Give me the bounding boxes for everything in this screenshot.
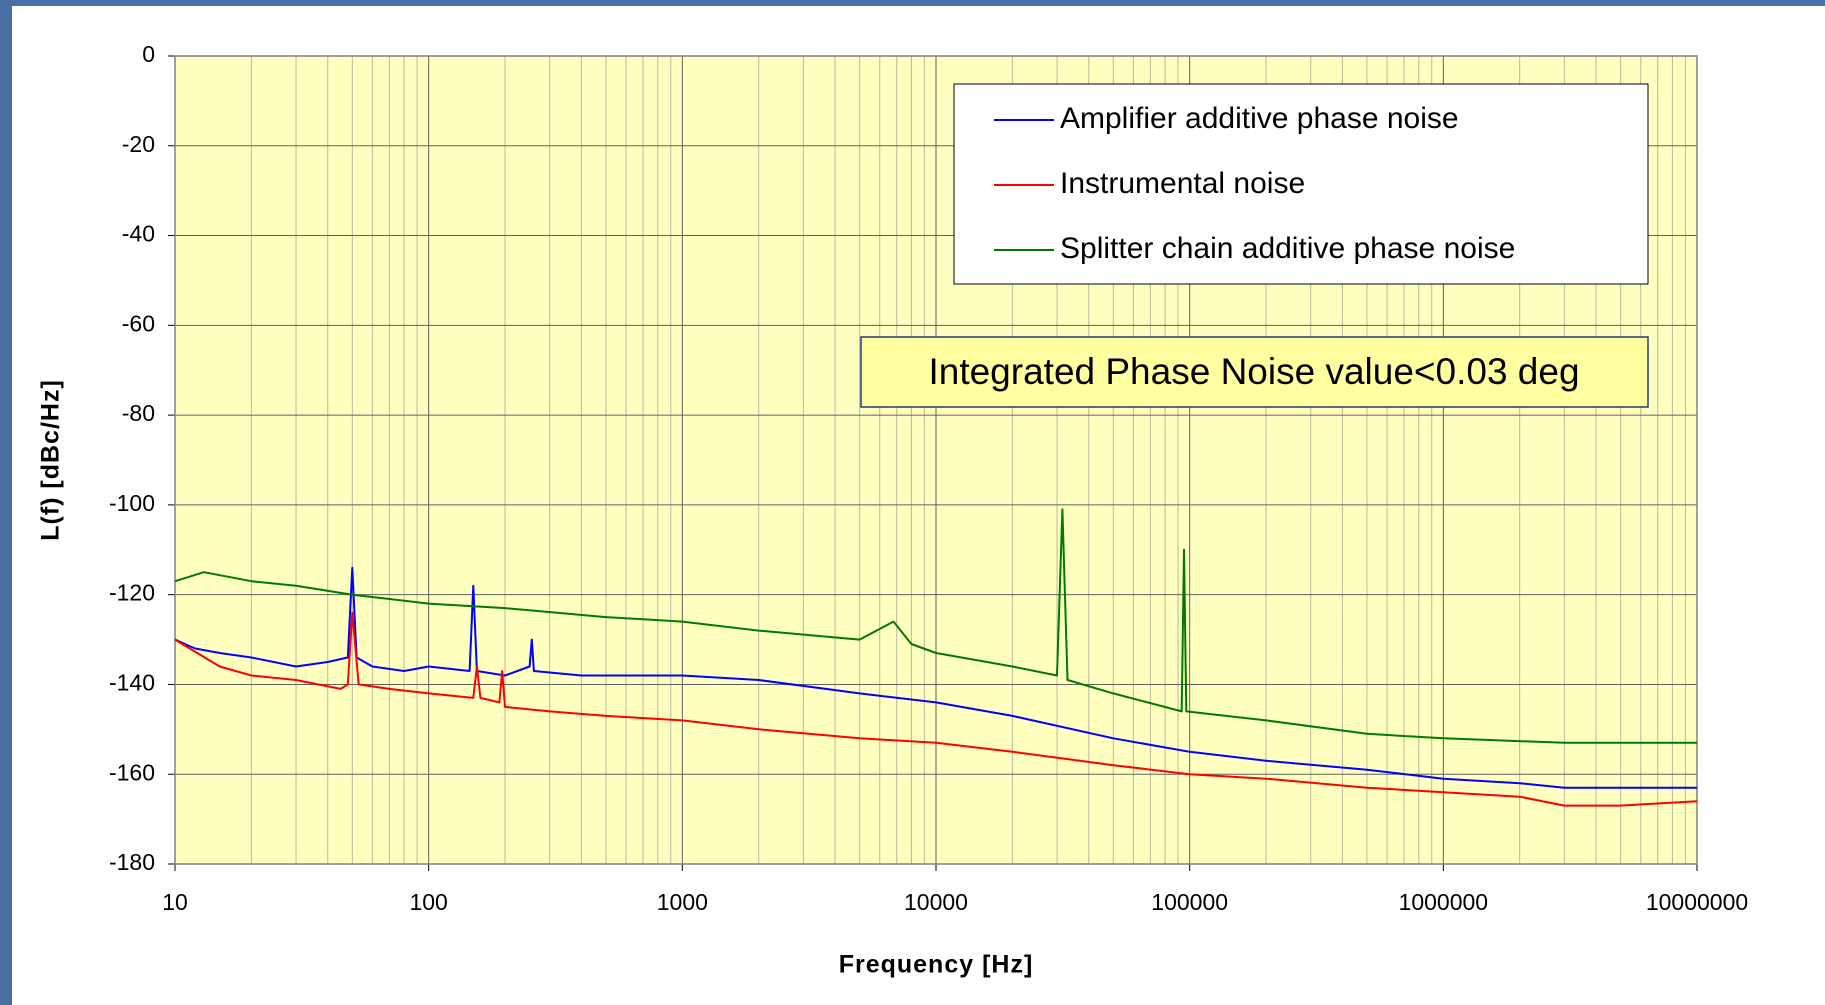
x-tick-label: 10000 <box>904 889 968 915</box>
y-tick-label: -80 <box>122 400 155 426</box>
y-tick-label: -180 <box>109 849 155 875</box>
x-tick-label: 1000000 <box>1399 889 1489 915</box>
annotation-box <box>860 336 1649 408</box>
x-tick-label: 100000 <box>1151 889 1228 915</box>
y-tick-label: -20 <box>122 131 155 157</box>
y-tick-label: -40 <box>122 221 155 247</box>
series-line <box>174 566 1697 789</box>
series-line <box>174 611 1698 807</box>
legend-label: Amplifier additive phase noise <box>1060 102 1459 135</box>
x-tick-label: 10000000 <box>1646 889 1748 915</box>
legend-label: Splitter chain additive phase noise <box>1060 232 1515 265</box>
annotation: Integrated Phase Noise value<0.03 deg <box>928 351 1579 392</box>
y-tick-label: 0 <box>142 41 155 67</box>
x-axis-title: Frequency [Hz] <box>839 951 1034 979</box>
x-tick-label: 1000 <box>657 889 708 915</box>
legend-label: Instrumental noise <box>1060 167 1305 200</box>
legend-box <box>953 83 1649 285</box>
series-line <box>174 508 1697 744</box>
x-tick-label: 100 <box>409 889 447 915</box>
y-tick-label: -140 <box>109 670 155 696</box>
y-tick-label: -160 <box>109 759 155 785</box>
y-axis-title: L(f) [dBc/Hz] <box>37 379 65 541</box>
x-tick-label: 10 <box>162 889 188 915</box>
y-tick-label: -100 <box>109 490 155 516</box>
y-tick-label: -60 <box>122 310 155 336</box>
plot-frame <box>174 55 1698 865</box>
y-tick-label: -120 <box>109 580 155 606</box>
